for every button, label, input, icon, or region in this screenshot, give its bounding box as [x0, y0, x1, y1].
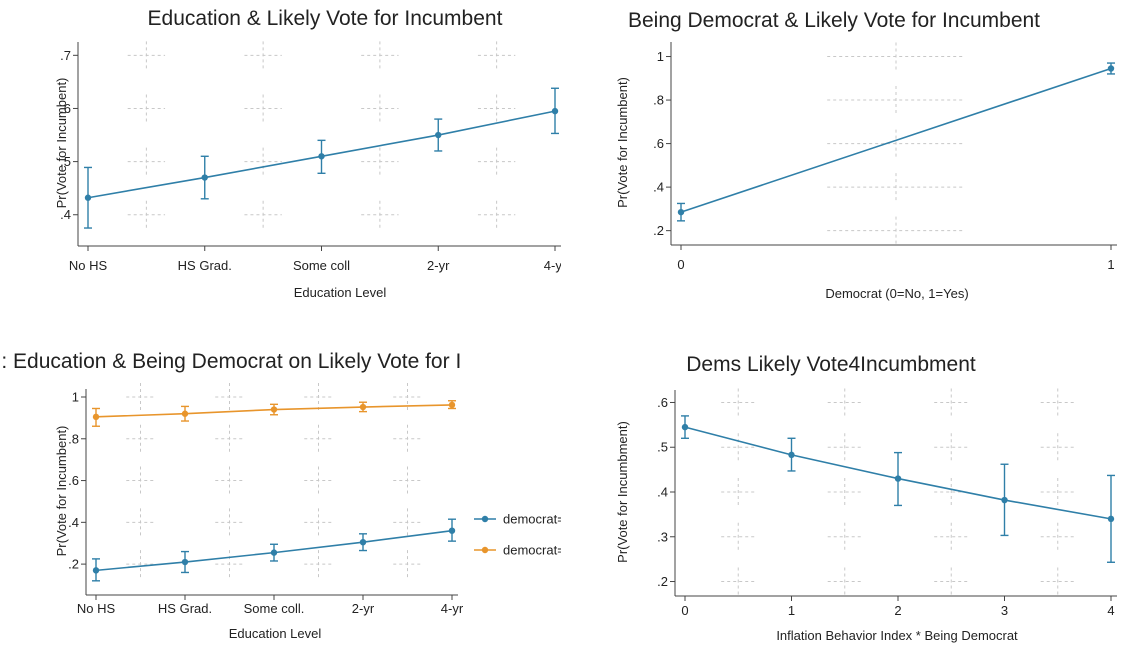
- data-point: [270, 549, 278, 556]
- y-tick-label: .7: [60, 48, 71, 63]
- data-point: [435, 131, 442, 139]
- y-axis-label: Pr(Vote for Incumbment): [615, 421, 630, 563]
- x-axis-label: Education Level: [229, 626, 322, 641]
- chart-svg: Education & Likely Vote for Incumbent .4.…: [54, 7, 561, 300]
- chart-title: Education & Likely Vote for Incumbent: [148, 7, 503, 30]
- x-tick-label: 0: [677, 257, 684, 272]
- series-line: [680, 67, 1112, 213]
- y-tick-label: .5: [60, 154, 71, 169]
- data-point: [677, 208, 685, 216]
- series-democrat=1: [92, 400, 456, 427]
- y-tick-label: .8: [653, 93, 664, 108]
- chart-education-vote: Education & Likely Vote for Incumbent .4.…: [0, 0, 561, 323]
- data-point: [788, 451, 795, 459]
- legend-marker: [481, 515, 489, 523]
- y-tick-label: .6: [653, 136, 664, 151]
- x-tick-label: No HS: [77, 601, 116, 616]
- x-axis-label: Democrat (0=No, 1=Yes): [825, 286, 968, 301]
- y-tick-label: .2: [653, 223, 664, 238]
- x-tick-label: Some coll.: [244, 601, 305, 616]
- y-axis-label: Pr(Vote for Incumbent): [54, 426, 69, 557]
- y-tick-label: .6: [68, 473, 79, 488]
- y-tick-label: .4: [657, 485, 668, 500]
- x-tick-label: 3: [1001, 603, 1008, 618]
- series-0: [677, 62, 1115, 222]
- y-tick-label: .2: [68, 557, 79, 572]
- chart-title: on: Education & Being Democrat on Likely…: [0, 350, 461, 373]
- data-point: [201, 174, 208, 181]
- y-tick-label: .4: [68, 515, 79, 530]
- y-tick-label: 1: [657, 49, 664, 64]
- grid: [721, 388, 1075, 596]
- x-axis-label: Education Level: [294, 285, 387, 300]
- data-point: [84, 194, 92, 201]
- data-point: [92, 413, 100, 421]
- x-tick-label: 1: [1107, 257, 1114, 272]
- x-tick-label: 2: [894, 603, 901, 618]
- y-tick-label: .4: [653, 180, 664, 195]
- x-tick-label: Some coll: [293, 258, 350, 273]
- x-tick-label: 4: [1107, 603, 1114, 618]
- x-tick-label: No HS: [69, 258, 108, 273]
- chart-dems-inflation-vote: Dems Likely Vote4Incumbment .2 .3 .4 .5 .6 0 1 2…: [561, 323, 1122, 646]
- x-tick-label: 4-yr: [544, 258, 561, 273]
- legend-label: democrat=0: [503, 512, 561, 527]
- data-point: [551, 107, 559, 115]
- x-axis-label: Inflation Behavior Index * Being Democra…: [776, 628, 1018, 643]
- data-point: [92, 567, 100, 574]
- x-tick-label: 2-yr: [427, 258, 450, 273]
- grid: [827, 42, 965, 245]
- y-tick-label: .6: [657, 395, 668, 410]
- series-0: [84, 87, 559, 229]
- data-point: [448, 527, 456, 534]
- data-point: [1107, 65, 1115, 72]
- y-tick-label: .4: [60, 207, 71, 222]
- data-point: [1107, 515, 1115, 523]
- x-tick-label: HS Grad.: [178, 258, 232, 273]
- chart-democrat-vote: Being Democrat & Likely Vote for Incumbe…: [561, 0, 1122, 323]
- y-tick-label: .6: [60, 101, 71, 116]
- y-axis-label: Pr(Vote for Incumbent): [54, 78, 69, 209]
- data-point: [270, 406, 278, 413]
- y-tick-label: .8: [68, 431, 79, 446]
- x-tick-label: 2-yr: [352, 601, 375, 616]
- data-point: [894, 475, 902, 482]
- chart-svg: on: Education & Being Democrat on Likely…: [0, 350, 561, 641]
- y-tick-label: .3: [657, 529, 668, 544]
- x-tick-label: HS Grad.: [158, 601, 212, 616]
- data-point: [1001, 496, 1008, 504]
- legend-item: democrat=0: [474, 512, 561, 527]
- grid: [126, 383, 422, 579]
- chart-title: Being Democrat & Likely Vote for Incumbe…: [628, 9, 1040, 32]
- y-tick-label: .2: [657, 574, 668, 589]
- chart-title: Dems Likely Vote4Incumbment: [686, 353, 976, 376]
- data-point: [318, 153, 325, 160]
- data-point: [359, 538, 367, 546]
- x-tick-label: 0: [681, 603, 688, 618]
- chart-education-democrat-interaction: on: Education & Being Democrat on Likely…: [0, 323, 561, 646]
- legend-marker: [481, 546, 489, 554]
- series-0: [681, 415, 1115, 563]
- legend-label: democrat=1: [503, 543, 561, 558]
- chart-svg: Dems Likely Vote4Incumbment .2 .3 .4 .5 .6 0 1 2…: [615, 353, 1117, 643]
- legend-item: democrat=1: [474, 543, 561, 558]
- series-democrat=0: [92, 518, 456, 582]
- x-tick-label: 4-yr: [441, 601, 464, 616]
- data-point: [181, 558, 189, 566]
- y-tick-label: .5: [657, 440, 668, 455]
- y-axis-label: Pr(Vote for Incumbent): [615, 77, 630, 208]
- y-tick-label: 1: [72, 390, 79, 405]
- data-point: [181, 410, 189, 417]
- data-point: [448, 401, 456, 409]
- data-point: [681, 423, 689, 431]
- x-tick-label: 1: [788, 603, 795, 618]
- data-point: [359, 403, 367, 411]
- chart-svg: Being Democrat & Likely Vote for Incumbe…: [615, 9, 1117, 301]
- grid: [127, 41, 516, 229]
